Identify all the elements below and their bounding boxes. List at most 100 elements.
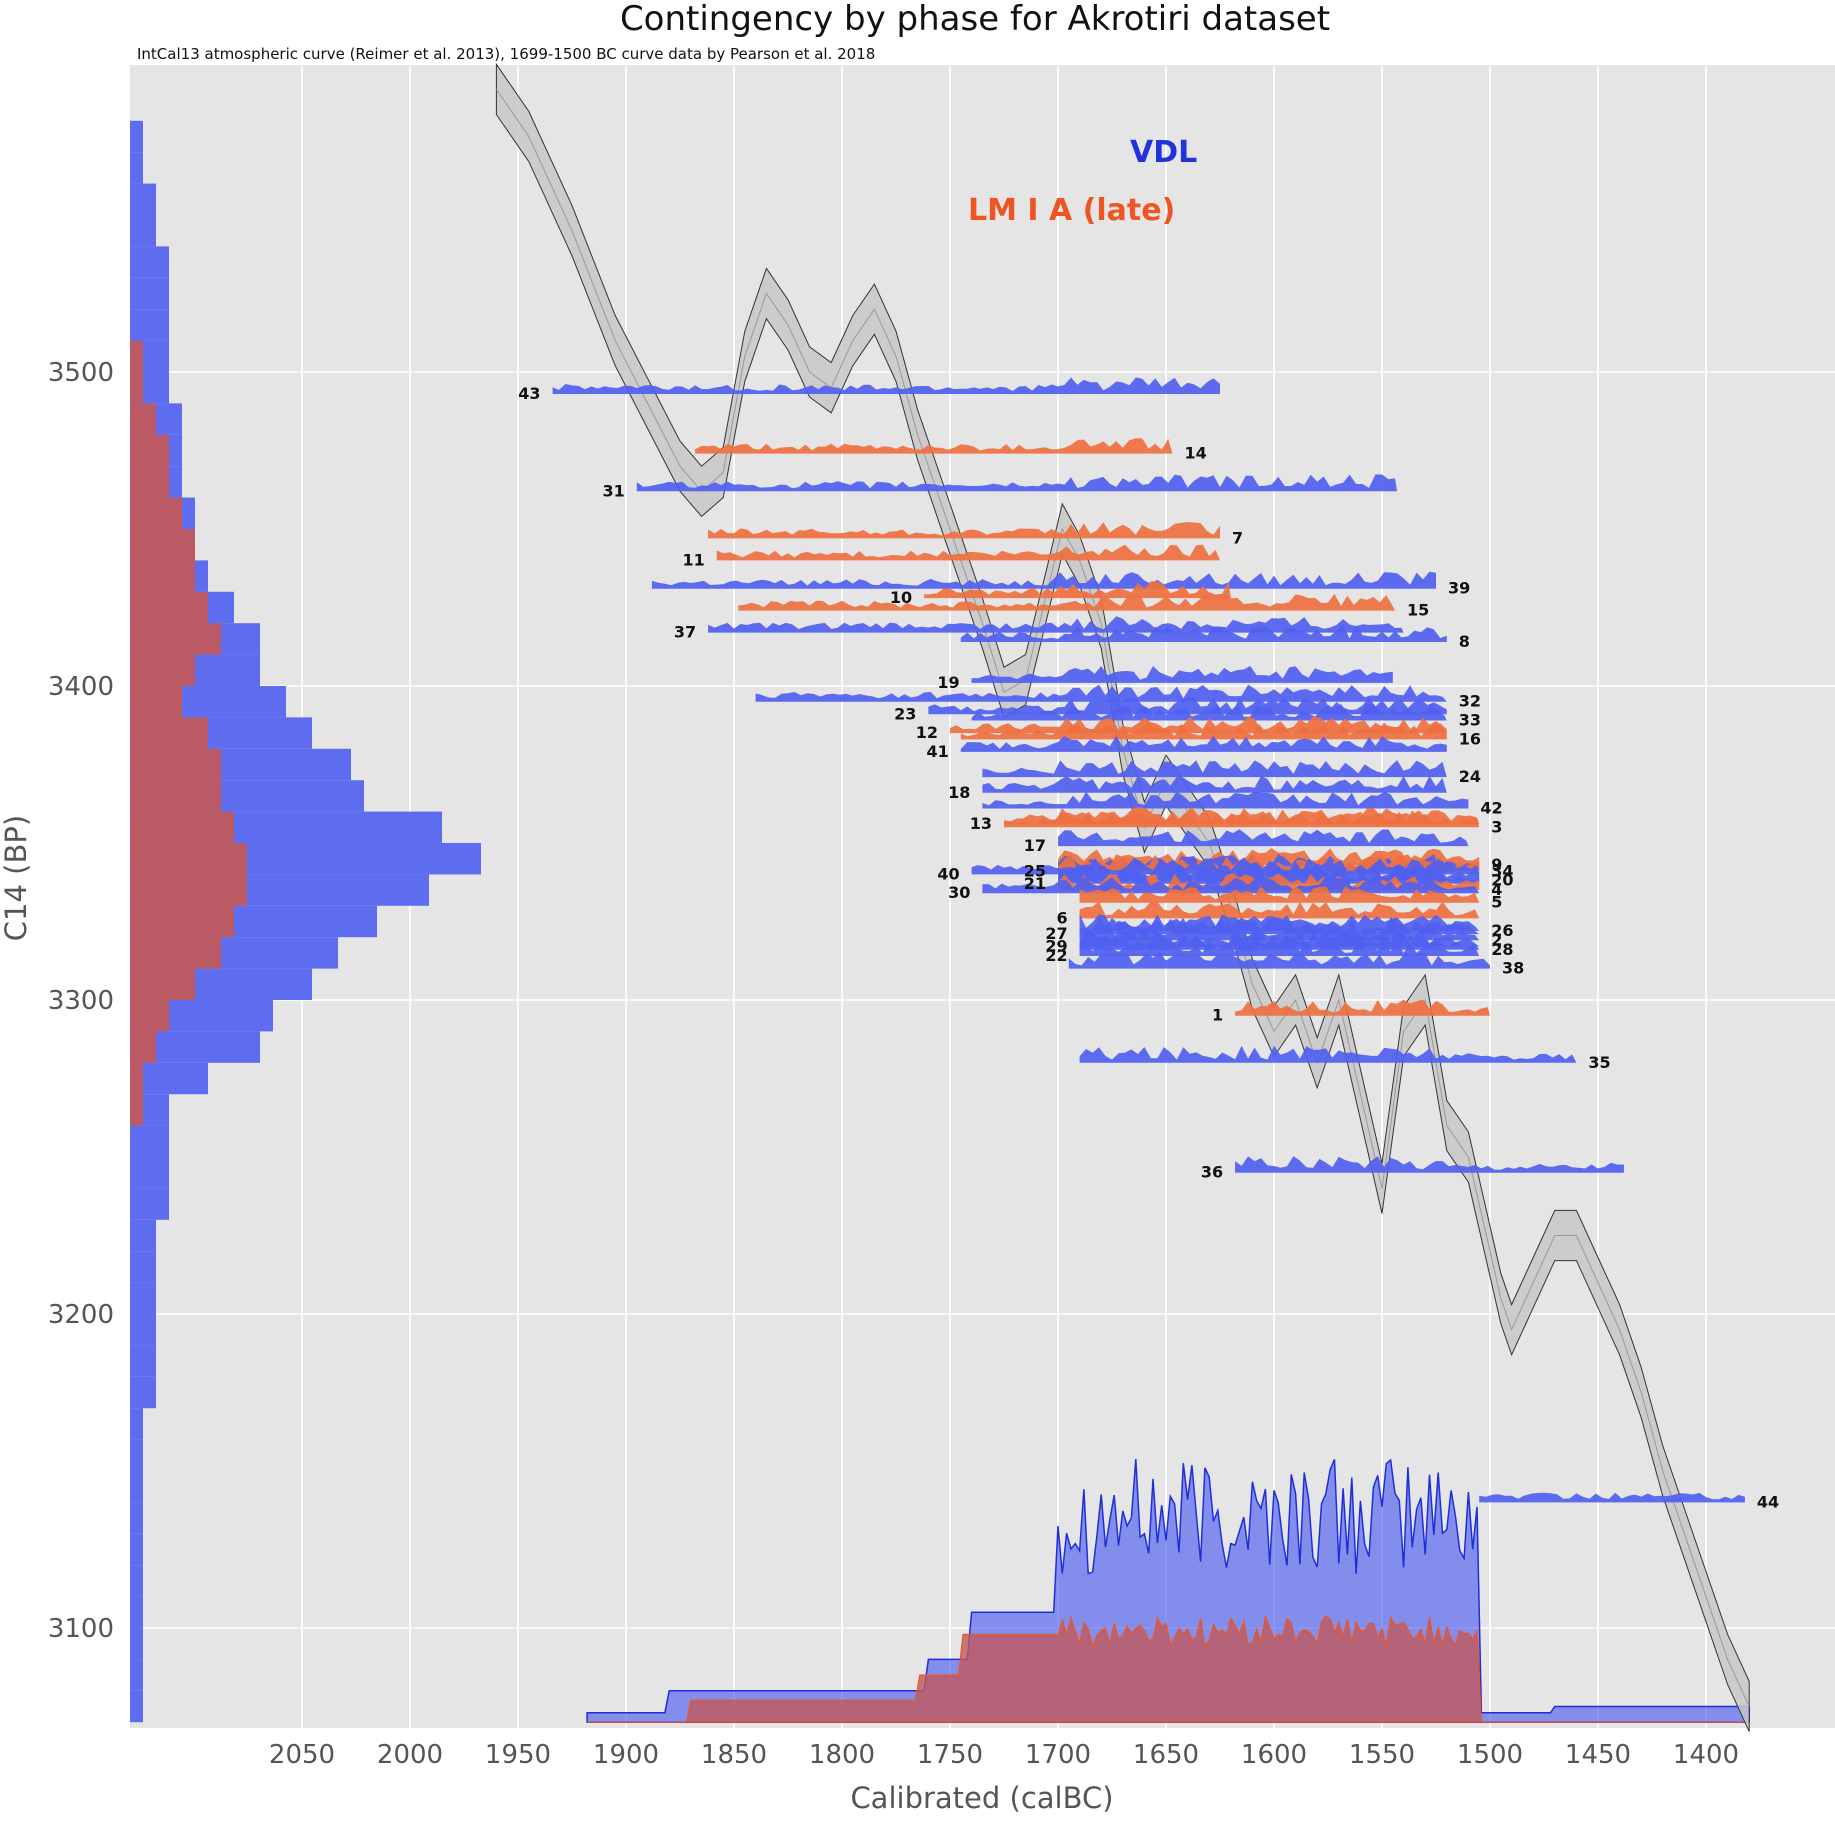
sample-distribution — [755, 684, 1447, 702]
x-tick-label: 1450 — [1565, 1740, 1631, 1770]
sample-label: 20 — [1491, 871, 1513, 890]
x-tick-label: 1950 — [485, 1740, 551, 1770]
y-tick-label: 3500 — [48, 358, 114, 388]
histogram-bar-lm-i-a-late — [130, 591, 208, 624]
histogram-bar-vdl — [130, 1188, 169, 1220]
x-tick-label: 1650 — [1133, 1740, 1199, 1770]
histogram-bar-vdl — [130, 1219, 156, 1252]
histogram-bar-vdl — [130, 1376, 156, 1409]
histogram-bar-vdl — [130, 1408, 143, 1440]
legend-lm-i-a-late: LM I A (late) — [968, 193, 1175, 228]
sample-label: 40 — [937, 864, 959, 883]
x-tick-label: 1600 — [1241, 1740, 1307, 1770]
sample-distribution — [1079, 901, 1480, 919]
histogram-bar-vdl — [130, 120, 143, 153]
sample-distributions — [552, 377, 1745, 1503]
y-tick-label: 3300 — [48, 986, 114, 1016]
x-tick-label: 1500 — [1457, 1740, 1523, 1770]
c14-histogram — [130, 120, 481, 1723]
chart-title: Contingency by phase for Akrotiri datase… — [620, 0, 1330, 39]
y-tick-label: 3200 — [48, 1300, 114, 1330]
sample-distribution — [1004, 810, 1480, 828]
sample-distribution — [971, 703, 1447, 721]
sample-distribution — [651, 571, 1436, 589]
sample-distribution — [738, 594, 1395, 611]
sample-distribution — [1058, 829, 1469, 847]
x-tick-label: 1550 — [1349, 1740, 1415, 1770]
sample-label: 31 — [603, 481, 625, 500]
x-tick-label: 1800 — [809, 1740, 875, 1770]
sample-label: 10 — [890, 588, 912, 607]
calibrated-sum — [586, 1458, 1750, 1723]
x-tick-label: 2000 — [377, 1740, 443, 1770]
sample-distribution — [960, 722, 1447, 740]
sample-distribution — [1079, 939, 1480, 956]
sum-area-lm-i-a-late — [587, 1615, 1750, 1723]
histogram-bar-vdl — [130, 1345, 156, 1377]
sample-label: 41 — [927, 742, 949, 761]
sample-distribution — [552, 377, 1220, 394]
sample-label: 43 — [518, 384, 540, 403]
sample-distribution — [971, 857, 1480, 875]
sample-distribution — [708, 522, 1220, 539]
histogram-bar-lm-i-a-late — [130, 874, 247, 906]
sample-label: 3 — [1491, 817, 1502, 836]
sample-label: 4 — [1491, 880, 1502, 899]
sample-label: 34 — [1491, 861, 1513, 880]
sample-label: 29 — [1045, 937, 1067, 956]
sample-label: 35 — [1588, 1053, 1610, 1072]
sample-distribution — [960, 735, 1447, 752]
sample-distribution — [928, 697, 1447, 715]
sample-label: 39 — [1448, 579, 1470, 598]
axes: 2050 2000 1950 1900 1850 1800 1750 1700 1650 1600… — [48, 358, 1739, 1770]
sample-label: 36 — [1201, 1163, 1223, 1182]
x-axis-label: Calibrated (calBC) — [850, 1781, 1113, 1815]
histogram-bar-lm-i-a-late — [130, 968, 195, 1000]
sample-distribution — [1079, 933, 1480, 950]
histogram-bar-lm-i-a-late — [130, 623, 221, 655]
histogram-bar-lm-i-a-late — [130, 560, 195, 592]
sample-label: 2 — [1491, 930, 1502, 949]
y-tick-label: 3100 — [48, 1614, 114, 1644]
sample-label: 28 — [1491, 940, 1513, 959]
histogram-bar-lm-i-a-late — [130, 717, 208, 749]
histogram-bar-lm-i-a-late — [130, 1062, 143, 1095]
sample-label: 7 — [1232, 528, 1243, 547]
x-tick-label: 1400 — [1673, 1740, 1739, 1770]
histogram-bar-vdl — [130, 309, 169, 341]
sample-distribution — [982, 791, 1469, 809]
sample-label: 27 — [1045, 924, 1067, 943]
sample-label: 32 — [1459, 692, 1481, 711]
sample-label: 42 — [1480, 798, 1502, 817]
sample-distribution — [695, 438, 1173, 454]
histogram-bar-lm-i-a-late — [130, 1000, 169, 1032]
calibration-curve-mean — [495, 89, 1750, 1707]
x-tick-label: 1850 — [701, 1740, 767, 1770]
histogram-bar-vdl — [130, 1628, 143, 1660]
sample-label: 11 — [682, 550, 704, 569]
sample-distribution — [1079, 886, 1480, 903]
sample-distribution — [1058, 867, 1480, 884]
histogram-bar-lm-i-a-late — [130, 340, 143, 372]
histogram-bar-vdl — [130, 1659, 143, 1691]
histogram-bar-vdl — [130, 1565, 143, 1597]
sample-distribution — [982, 760, 1447, 778]
histogram-bar-lm-i-a-late — [130, 497, 182, 529]
sample-distribution — [1235, 999, 1490, 1016]
histogram-bar-lm-i-a-late — [130, 466, 169, 498]
sample-label: 9 — [1491, 855, 1502, 874]
sample-label: 8 — [1459, 632, 1470, 651]
sample-distribution — [708, 616, 1404, 633]
histogram-bar-lm-i-a-late — [130, 811, 234, 843]
histogram-bar-vdl — [130, 1502, 143, 1534]
sample-distribution — [1079, 1045, 1577, 1063]
x-tick-label: 1700 — [1025, 1740, 1091, 1770]
sample-distribution — [971, 666, 1393, 683]
histogram-bar-lm-i-a-late — [130, 529, 195, 561]
sample-label: 30 — [948, 883, 970, 902]
sample-label: 21 — [1024, 874, 1046, 893]
histogram-bar-vdl — [130, 1125, 169, 1157]
sample-distribution — [924, 581, 1231, 599]
histogram-bar-vdl — [130, 1314, 156, 1346]
